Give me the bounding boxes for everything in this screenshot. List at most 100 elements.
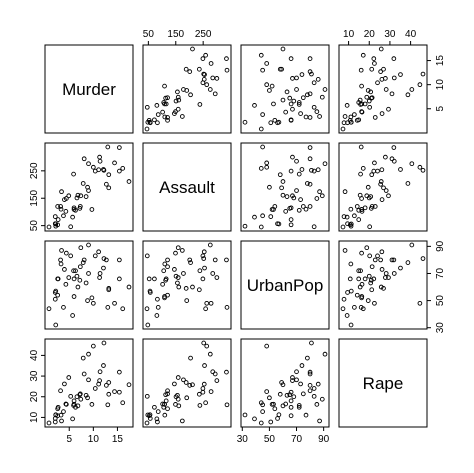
point-rape-urbanpop-49 <box>288 413 294 419</box>
point-murder-urbanpop-48 <box>252 103 257 108</box>
point-rape-murder-48 <box>70 416 75 422</box>
point-urbanpop-rape-44 <box>372 257 378 263</box>
point-urbanpop-murder-4 <box>85 298 90 303</box>
point-assault-rape-4 <box>365 184 371 190</box>
point-murder-urbanpop-17 <box>269 83 275 89</box>
point-rape-urbanpop-45 <box>242 412 248 418</box>
point-murder-rape-36 <box>366 98 372 104</box>
x-tick-label-assault-2: 250 <box>195 29 212 40</box>
x-tick-label-murder-2: 15 <box>112 434 124 445</box>
point-murder-rape-27 <box>359 109 365 115</box>
point-urbanpop-murder-10 <box>126 284 132 290</box>
point-murder-rape-5 <box>409 87 415 92</box>
point-urbanpop-murder-24 <box>120 306 126 312</box>
point-rape-murder-9 <box>117 369 122 375</box>
point-assault-rape-6 <box>405 181 411 186</box>
point-urbanpop-rape-42 <box>381 286 386 291</box>
point-assault-murder-11 <box>68 224 74 230</box>
point-urbanpop-murder-7 <box>58 261 64 267</box>
point-assault-rape-12 <box>354 204 360 209</box>
point-murder-assault-37 <box>175 106 181 112</box>
point-rape-urbanpop-44 <box>307 388 313 394</box>
point-murder-urbanpop-26 <box>271 101 276 107</box>
point-murder-assault-33 <box>224 67 230 73</box>
point-urbanpop-rape-6 <box>405 260 411 265</box>
point-assault-rape-5 <box>409 161 415 167</box>
point-urbanpop-rape-35 <box>369 264 375 270</box>
point-rape-assault-38 <box>161 404 167 410</box>
point-urbanpop-rape-25 <box>383 271 389 276</box>
x-tick-label-urbanpop-2: 70 <box>291 434 303 445</box>
point-urbanpop-rape-32 <box>379 249 385 255</box>
point-assault-urbanpop-49 <box>288 222 294 228</box>
y-tick-label-assault-0: 50 <box>29 220 40 232</box>
point-rape-murder-22 <box>101 363 106 368</box>
point-murder-rape-31 <box>391 75 397 81</box>
point-assault-rape-8 <box>358 171 363 177</box>
point-assault-rape-26 <box>359 207 365 212</box>
point-rape-urbanpop-42 <box>279 380 284 385</box>
x-tick-label-rape-0: 10 <box>343 29 355 40</box>
point-assault-rape-7 <box>348 206 354 212</box>
point-rape-urbanpop-6 <box>305 355 310 361</box>
point-urbanpop-assault-30 <box>175 245 181 251</box>
point-assault-urbanpop-16 <box>288 205 294 211</box>
point-urbanpop-assault-9 <box>224 257 229 263</box>
point-assault-urbanpop-27 <box>283 209 289 214</box>
point-rape-murder-2 <box>90 343 96 349</box>
point-murder-urbanpop-12 <box>272 117 278 123</box>
point-murder-assault-47 <box>172 111 177 116</box>
point-assault-urbanpop-50 <box>280 192 286 198</box>
panel-rape-assault <box>142 338 232 428</box>
point-assault-urbanpop-21 <box>314 196 320 201</box>
point-rape-murder-28 <box>101 340 107 346</box>
y-tick-label-murder-2: 15 <box>435 55 446 67</box>
x-tick-label-urbanpop-1: 50 <box>264 434 276 445</box>
point-rape-urbanpop-43 <box>307 383 313 388</box>
x-tick-label-murder-0: 5 <box>66 434 72 445</box>
point-assault-urbanpop-7 <box>303 206 309 212</box>
point-assault-murder-37 <box>66 193 72 199</box>
point-urbanpop-murder-2 <box>90 300 96 306</box>
point-urbanpop-assault-26 <box>162 294 167 299</box>
point-assault-urbanpop-44 <box>307 204 313 209</box>
point-murder-urbanpop-50 <box>280 97 286 103</box>
point-urbanpop-murder-5 <box>86 242 91 248</box>
point-murder-urbanpop-40 <box>264 61 270 66</box>
point-rape-murder-18 <box>117 389 122 395</box>
point-urbanpop-murder-12 <box>55 292 61 298</box>
point-assault-urbanpop-38 <box>296 207 302 213</box>
point-rape-assault-1 <box>196 391 202 397</box>
point-rape-assault-20 <box>214 378 220 383</box>
point-urbanpop-rape-18 <box>371 276 377 282</box>
point-rape-murder-24 <box>120 400 126 406</box>
point-murder-assault-49 <box>146 117 152 123</box>
point-assault-murder-2 <box>90 164 96 170</box>
point-rape-assault-3 <box>212 371 218 377</box>
point-urbanpop-rape-33 <box>358 305 364 310</box>
point-urbanpop-rape-31 <box>391 271 397 276</box>
point-assault-murder-29 <box>52 221 58 227</box>
point-urbanpop-rape-28 <box>420 256 426 261</box>
point-urbanpop-assault-24 <box>203 306 208 312</box>
point-murder-rape-37 <box>386 106 391 112</box>
point-murder-assault-39 <box>179 114 185 119</box>
point-assault-rape-44 <box>372 204 378 209</box>
point-murder-assault-27 <box>160 109 165 115</box>
point-urbanpop-assault-27 <box>160 281 165 287</box>
point-murder-urbanpop-24 <box>258 52 264 58</box>
point-urbanpop-rape-7 <box>348 261 354 267</box>
point-urbanpop-assault-29 <box>147 290 153 295</box>
point-urbanpop-rape-46 <box>368 280 374 286</box>
panel-rape-urbanpop <box>240 338 330 428</box>
point-urbanpop-rape-39 <box>342 248 348 253</box>
point-urbanpop-murder-41 <box>61 305 66 310</box>
point-urbanpop-rape-11 <box>367 253 373 259</box>
point-assault-murder-31 <box>97 158 103 164</box>
point-murder-rape-48 <box>344 103 350 108</box>
panel-murder-urbanpop <box>240 44 330 134</box>
point-urbanpop-murder-40 <box>112 300 117 306</box>
point-assault-urbanpop-45 <box>242 223 248 229</box>
point-urbanpop-murder-17 <box>89 295 95 301</box>
point-urbanpop-rape-4 <box>365 298 371 303</box>
